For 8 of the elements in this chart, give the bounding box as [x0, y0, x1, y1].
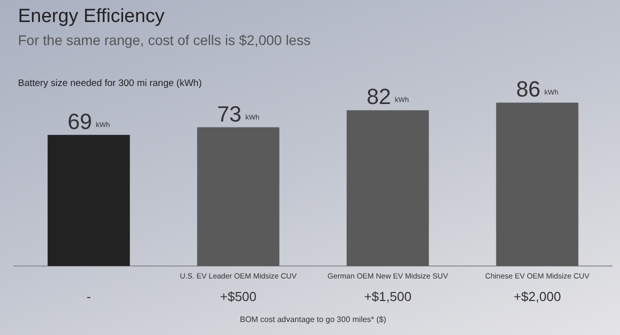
chart-subtitle: For the same range, cost of cells is $2,000 less [18, 32, 311, 48]
text: - [86, 289, 91, 304]
text: BOM cost advantage to go 300 miles* ($) [240, 315, 386, 324]
y-axis-title: Battery size needed for 300 mi range (kWh) [18, 78, 202, 89]
text: +$500 [220, 289, 257, 304]
text: +$2,000 [514, 289, 561, 304]
chart-title: Energy Efficiency [18, 6, 164, 28]
text: +$1,500 [364, 289, 412, 304]
